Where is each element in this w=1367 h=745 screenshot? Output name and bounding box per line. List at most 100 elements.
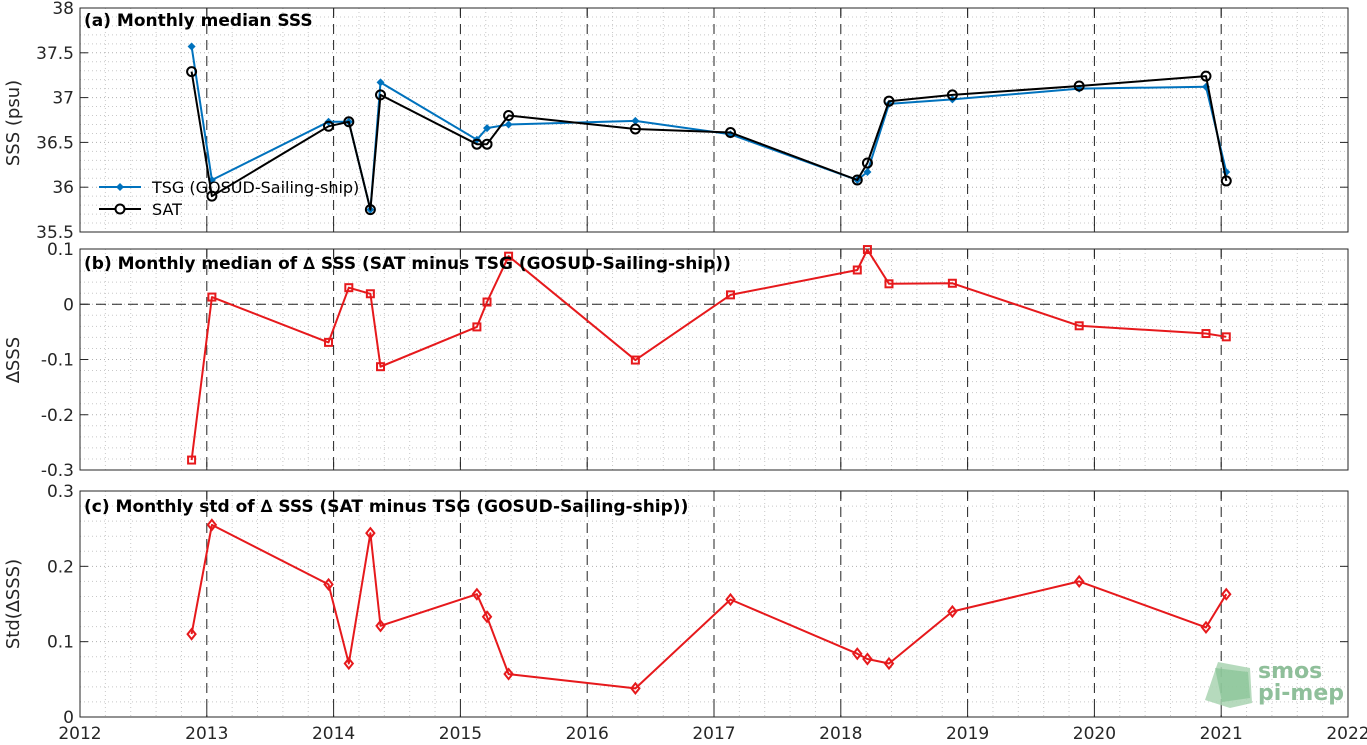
y-tick-label: 35.5 [36, 223, 74, 243]
data-point [375, 619, 386, 633]
data-point [1200, 620, 1212, 634]
data-point [1220, 587, 1232, 601]
data-point [504, 251, 514, 261]
data-point [1221, 332, 1231, 342]
y-tick-label: -0.1 [41, 351, 74, 371]
data-point [947, 604, 958, 619]
data-point [863, 167, 872, 176]
data-point [365, 526, 376, 540]
data-point [471, 587, 483, 601]
data-point [206, 518, 218, 532]
x-tick-label: 2015 [439, 724, 482, 744]
legend-tsg-marker [116, 183, 124, 191]
data-point [375, 89, 387, 101]
panel-c-ylabel: Std(∆SSS) [3, 559, 24, 649]
data-point [862, 652, 873, 666]
data-point [207, 292, 217, 302]
data-point [376, 78, 385, 87]
panel-a-ylabel: SSS (psu) [3, 80, 24, 166]
smos-pimep-logo: smos pi-mep [1205, 659, 1344, 708]
data-point [1074, 321, 1084, 331]
x-tick-label: 2012 [58, 724, 101, 744]
data-point [324, 337, 334, 347]
data-point [323, 120, 335, 132]
watermark-line1: smos [1258, 659, 1322, 684]
panel-b-median-delta-sss: (b) Monthly median of ∆ SSS (SAT minus T… [3, 240, 1349, 481]
data-point [365, 289, 375, 299]
data-point [629, 123, 641, 135]
data-point [947, 278, 957, 288]
data-point [481, 138, 493, 150]
y-tick-label: 0 [63, 295, 74, 315]
y-tick-label: 0.3 [47, 482, 74, 502]
panel-a-title: (a) Monthly median SSS [84, 11, 313, 31]
data-point [861, 157, 873, 169]
series-line-0 [190, 248, 1227, 461]
data-point [1073, 80, 1085, 92]
data-point [481, 610, 493, 624]
legend-tsg-label: TSG (GOSUD-Sailing-ship) [151, 178, 359, 197]
data-point [504, 120, 513, 129]
x-tick-label: 2019 [946, 724, 989, 744]
data-point [376, 362, 386, 372]
legend-panel-a: TSG (GOSUD-Sailing-ship) SAT [99, 178, 359, 219]
data-point [851, 174, 863, 186]
y-tick-label: -0.3 [41, 461, 74, 481]
data-point [852, 265, 862, 275]
y-tick-label: 0 [63, 708, 74, 728]
series-line-1 [190, 71, 1228, 211]
data-point [186, 627, 197, 641]
legend-sat-label: SAT [152, 200, 182, 219]
data-point [883, 656, 895, 671]
data-point [206, 190, 218, 202]
y-tick-label: 37 [52, 89, 74, 109]
data-point [187, 455, 197, 465]
data-point [471, 138, 483, 150]
data-point [472, 322, 482, 332]
data-point [343, 116, 355, 128]
data-point [862, 245, 872, 255]
data-point [483, 124, 492, 133]
data-point [323, 577, 334, 592]
y-tick-label: 36 [52, 178, 74, 198]
data-point [344, 283, 354, 293]
panel-b-ylabel: ∆SSS [3, 337, 24, 384]
data-point [343, 656, 355, 671]
smos-pimep-logo-icon-shade [1215, 668, 1250, 702]
data-point [724, 127, 736, 139]
y-tick-label: 36.5 [36, 133, 74, 153]
x-tick-label: 2021 [1200, 724, 1243, 744]
x-tick-label: 2022 [1326, 724, 1367, 744]
x-tick-label: 2020 [1073, 724, 1116, 744]
data-point [725, 592, 736, 607]
data-point [1200, 70, 1212, 82]
data-point [482, 297, 492, 307]
panel-b-title: (b) Monthly median of ∆ SSS (SAT minus T… [84, 254, 731, 274]
y-tick-label: 37.5 [36, 44, 74, 64]
watermark-line2: pi-mep [1258, 681, 1344, 706]
data-point [630, 355, 640, 365]
legend-sat-marker [114, 203, 126, 215]
data-point [1220, 175, 1232, 187]
x-tick-label: 2013 [185, 724, 228, 744]
y-tick-label: 38 [52, 0, 74, 19]
data-point [631, 116, 640, 125]
series-line-0 [190, 523, 1228, 690]
data-point [1073, 574, 1085, 589]
data-point [1201, 329, 1211, 339]
y-tick-label: -0.2 [41, 406, 74, 426]
data-point [725, 290, 735, 300]
x-tick-label: 2018 [819, 724, 862, 744]
data-point [187, 42, 196, 51]
data-point [503, 110, 515, 122]
y-tick-label: 0.1 [47, 240, 74, 260]
x-tick-label: 2014 [312, 724, 355, 744]
data-point [946, 89, 958, 101]
panel-c-std-delta-sss: (c) Monthly std of ∆ SSS (SAT minus TSG … [3, 482, 1367, 744]
data-point [852, 647, 863, 661]
y-tick-label: 0.2 [47, 557, 74, 577]
data-point [503, 667, 514, 681]
x-tick-label: 2017 [692, 724, 735, 744]
x-tick-label: 2016 [566, 724, 609, 744]
